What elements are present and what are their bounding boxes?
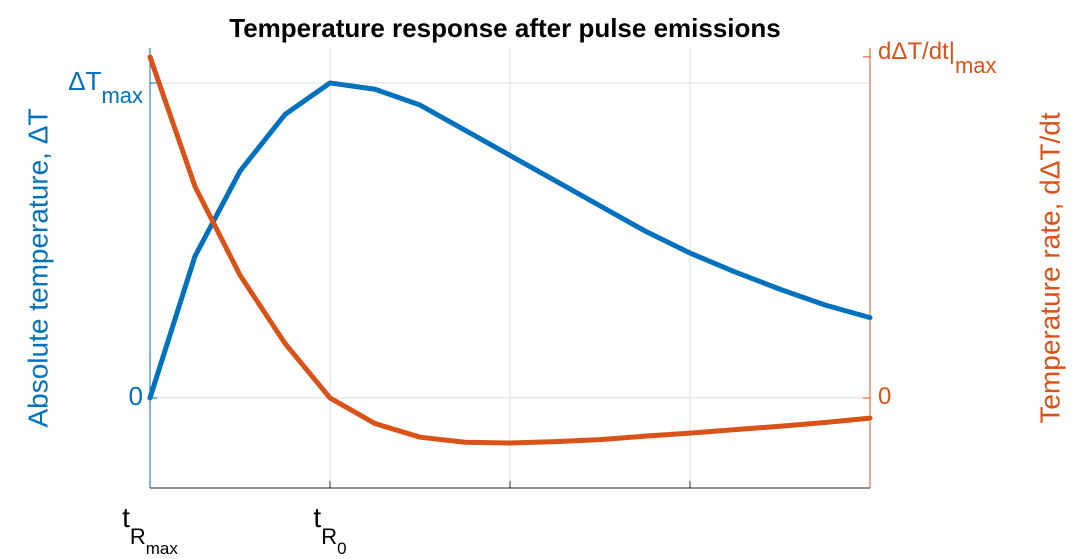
x-tick-label-subsub: 0 [337,539,346,558]
x-tick-label-main: t [122,502,130,533]
y-tick-label: 0 [129,381,143,411]
x-tick-label-subsub: max [146,539,179,558]
y-tick-label-sub: max [101,83,143,108]
y-tick-label-main: ΔT [68,66,101,96]
y-tick-label: ΔTmax [68,66,143,108]
y2-tick-label-main: dΔT/dt| [878,38,955,65]
y2-tick-label: dΔT/dt|max [878,38,997,77]
x-tick-label-sub: R [130,524,146,549]
y2-tick-label-sub: max [955,53,997,78]
line-series [147,54,873,446]
x-tick-label-sub: R [321,524,337,549]
y2-tick-label: 0 [878,383,891,410]
y-tick-label-main: 0 [129,381,143,411]
line-series [147,80,873,401]
x-tick-label: tRmax [122,502,178,558]
y-axis-label: Absolute temperature, ΔT [22,108,53,427]
y2-axis-label: Temperature rate, dΔT/dt [1034,112,1065,424]
chart-title: Temperature response after pulse emissio… [229,13,781,43]
x-tick-label: tR0 [313,502,346,558]
y2-tick-label-main: 0 [878,383,891,410]
x-tick-label-main: t [313,502,321,533]
